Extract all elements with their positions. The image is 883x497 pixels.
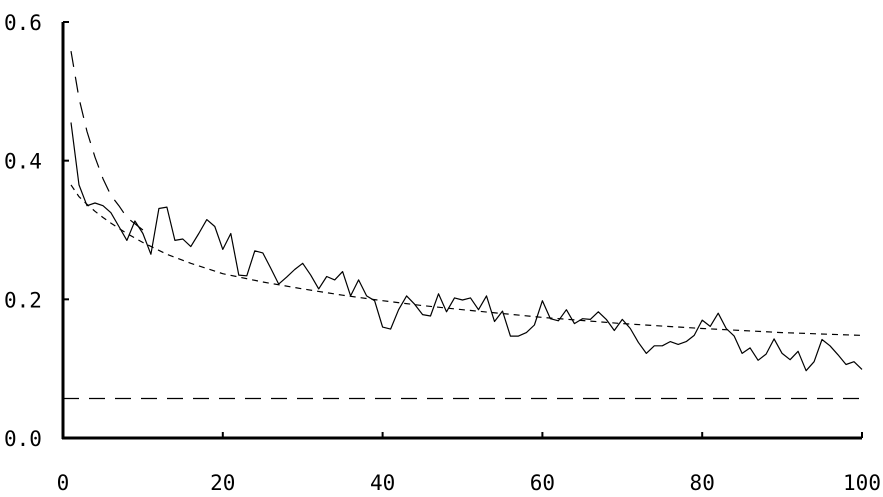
chart-axes [61, 21, 863, 440]
chart-tick-labels: 0 20 40 60 80 100 0.0 0.2 0.4 0.6 [4, 11, 881, 495]
x-tick-label: 60 [530, 471, 555, 495]
series-line-1-solid [70, 122, 863, 372]
y-tick-label: 0.4 [4, 150, 42, 174]
y-tick-label: 0.6 [4, 11, 42, 35]
series-line-2-short-dash [70, 184, 863, 336]
x-tick-label: 100 [843, 471, 881, 495]
y-tick-label: 0.0 [4, 427, 42, 451]
chart-series-group [63, 50, 863, 400]
x-tick-label: 40 [370, 471, 395, 495]
series-line-3-long-dash [70, 50, 144, 231]
y-tick-label: 0.2 [4, 288, 42, 312]
x-tick-label: 20 [210, 471, 235, 495]
x-tick-label: 80 [690, 471, 715, 495]
x-tick-label: 0 [57, 471, 70, 495]
